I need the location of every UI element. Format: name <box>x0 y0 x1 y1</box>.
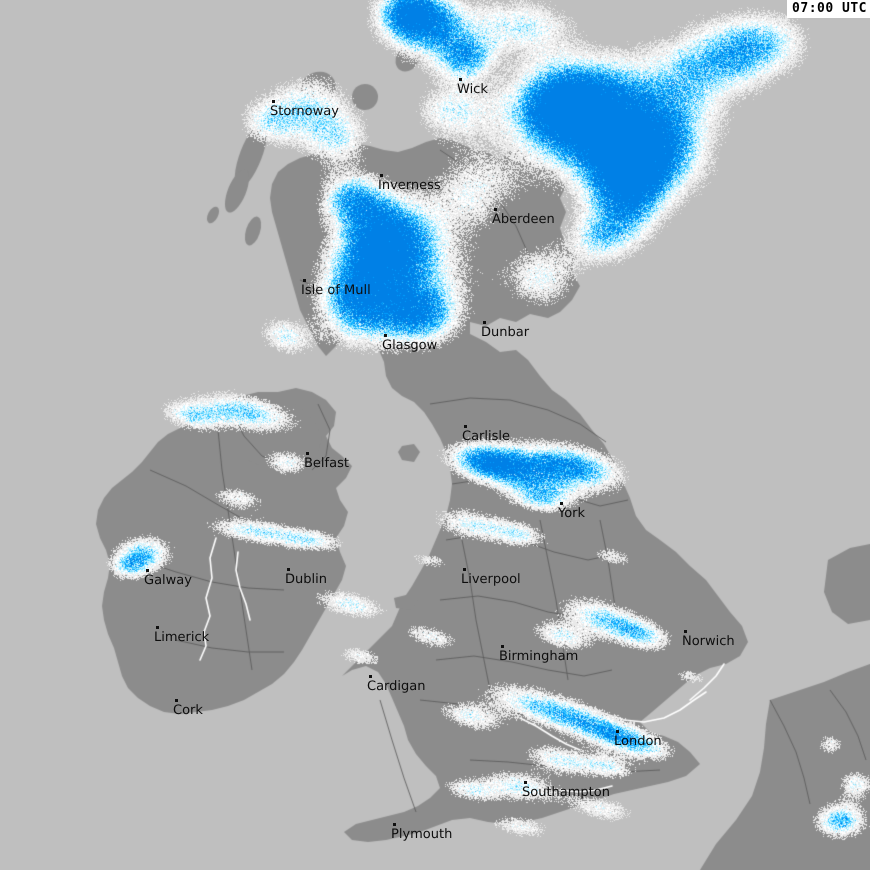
city-dot-icon <box>380 174 383 177</box>
city-label: Wick <box>457 82 488 97</box>
city-label: Southampton <box>522 785 610 800</box>
city-dot-icon <box>272 100 275 103</box>
city-dot-icon <box>306 452 309 455</box>
city-label: Birmingham <box>499 649 579 664</box>
city-dot-icon <box>287 568 290 571</box>
city-label: Dunbar <box>481 325 530 340</box>
city-dot-icon <box>369 675 372 678</box>
city-label: Stornoway <box>270 104 339 119</box>
city-label: Liverpool <box>461 572 521 587</box>
city-dot-icon <box>459 78 462 81</box>
city-label: Limerick <box>154 630 210 645</box>
city-dot-icon <box>616 730 619 733</box>
city-label: Glasgow <box>382 338 438 353</box>
city-dot-icon <box>463 568 466 571</box>
city-dot-icon <box>303 279 306 282</box>
city-label: Inverness <box>378 178 441 193</box>
city-dot-icon <box>146 569 149 572</box>
city-dot-icon <box>501 645 504 648</box>
city-label: Dublin <box>285 572 327 587</box>
city-label: Plymouth <box>391 827 453 842</box>
city-label: London <box>614 734 662 749</box>
city-dot-icon <box>393 823 396 826</box>
city-label: Galway <box>144 573 192 588</box>
city-dot-icon <box>524 781 527 784</box>
city-label: Belfast <box>304 456 349 471</box>
city-label: Aberdeen <box>492 212 555 227</box>
city-dot-icon <box>384 334 387 337</box>
city-dot-icon <box>156 626 159 629</box>
city-dot-icon <box>560 502 563 505</box>
city-label: Isle of Mull <box>301 283 371 298</box>
city-dot-icon <box>483 321 486 324</box>
city-label: Carlisle <box>462 429 510 444</box>
city-dot-icon <box>684 630 687 633</box>
city-dot-icon <box>175 699 178 702</box>
city-label: Norwich <box>682 634 735 649</box>
city-dot-icon <box>494 208 497 211</box>
city-label: Cork <box>173 703 203 718</box>
city-dot-icon <box>464 425 467 428</box>
city-label: Cardigan <box>367 679 426 694</box>
timestamp-overlay: 07:00 UTC <box>787 0 870 18</box>
city-label: York <box>558 506 586 521</box>
